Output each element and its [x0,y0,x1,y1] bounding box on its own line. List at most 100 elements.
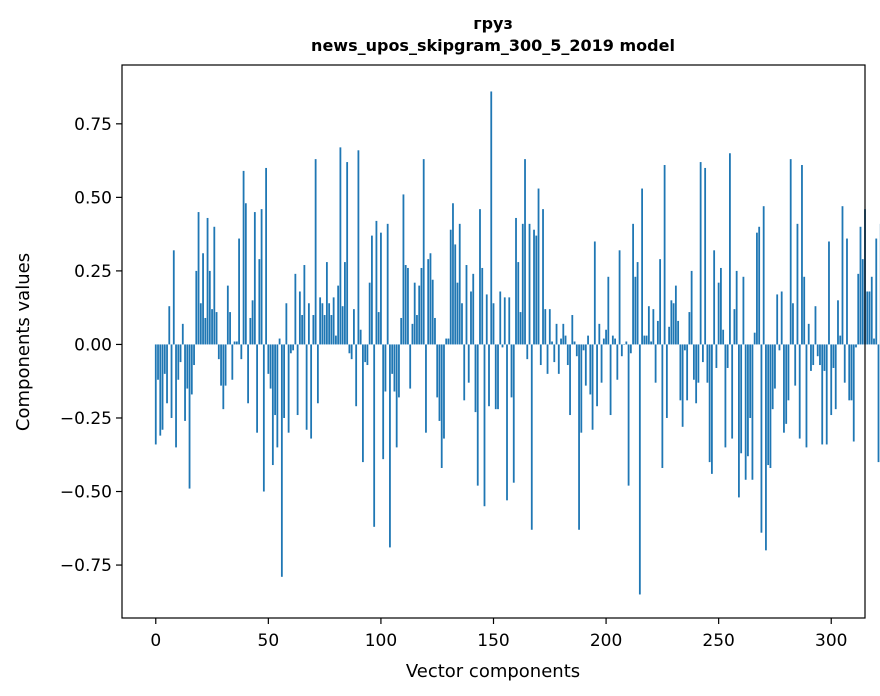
bar [346,162,349,345]
bar [503,297,506,345]
bar [767,344,770,466]
bar [407,267,409,345]
bar [780,291,783,345]
bar [501,344,504,348]
bar [458,223,461,345]
bar [355,344,358,407]
bar [837,300,839,345]
y-tick-label: 0.25 [74,262,112,282]
bar [456,282,459,345]
bar [668,326,671,345]
bar [240,344,243,360]
bar [247,344,249,404]
bar [321,303,324,345]
bar [233,341,236,345]
bar [193,344,195,366]
bar [519,312,522,345]
bar [188,344,191,489]
bar [382,344,385,460]
bar [654,344,657,383]
bar [843,344,846,383]
bar [524,159,526,345]
bar [652,309,655,345]
bar [857,273,860,345]
bar [287,344,290,433]
bar [427,259,430,345]
bar [740,344,743,454]
bar [611,335,614,345]
bar [774,344,776,389]
bar [465,265,468,345]
bar [683,344,686,351]
bar [265,167,267,345]
bar [377,312,380,345]
bar [445,338,448,345]
bar [589,344,592,395]
bar [868,291,871,345]
bar [803,276,806,345]
bar [643,335,646,345]
y-tick-label: −0.25 [60,409,112,429]
bar [515,217,517,345]
bar [323,315,326,345]
bar [341,306,344,345]
x-tick-label: 100 [365,631,397,651]
bar [792,303,794,345]
bar [810,344,812,371]
bar [663,165,666,345]
bar [213,226,216,345]
bar [298,291,301,345]
y-tick-label: 0.75 [74,115,112,135]
x-tick-label: 200 [590,631,622,651]
bar [204,317,207,345]
bar [242,170,245,345]
bar [877,344,880,463]
bar [461,303,463,345]
bar [789,159,792,345]
bar [479,209,481,345]
bar [373,344,376,527]
bar [488,344,490,407]
bar [729,153,731,345]
bar [235,341,238,345]
bar [571,315,574,345]
bar [866,291,869,345]
bar [798,344,801,439]
bar [220,344,222,386]
bar [537,188,540,345]
bar [834,344,837,410]
bar [395,344,398,448]
bar [175,344,177,448]
bar [638,344,641,595]
bar [679,344,682,401]
bar [814,306,817,345]
bar [353,309,355,345]
bar [690,270,693,345]
bar [357,150,360,345]
bar [474,344,477,413]
bar [634,276,637,345]
bar [440,344,443,468]
bar [650,341,653,345]
bar [170,344,173,418]
bar [812,344,815,366]
bar [769,344,772,468]
bar [517,262,520,345]
bar [796,223,799,345]
bar [472,273,475,345]
bar [670,300,673,345]
bar [163,344,166,374]
bar [172,250,175,345]
bar [557,344,560,374]
bar [747,344,749,457]
bar [582,344,585,351]
bar [560,338,562,345]
x-axis-label: Vector components [406,661,580,682]
bar [875,238,878,345]
x-tick-label: 250 [702,631,734,651]
bar [765,344,767,551]
bar [776,294,779,345]
bar [787,344,790,401]
bar [636,262,639,345]
bar [852,344,855,442]
